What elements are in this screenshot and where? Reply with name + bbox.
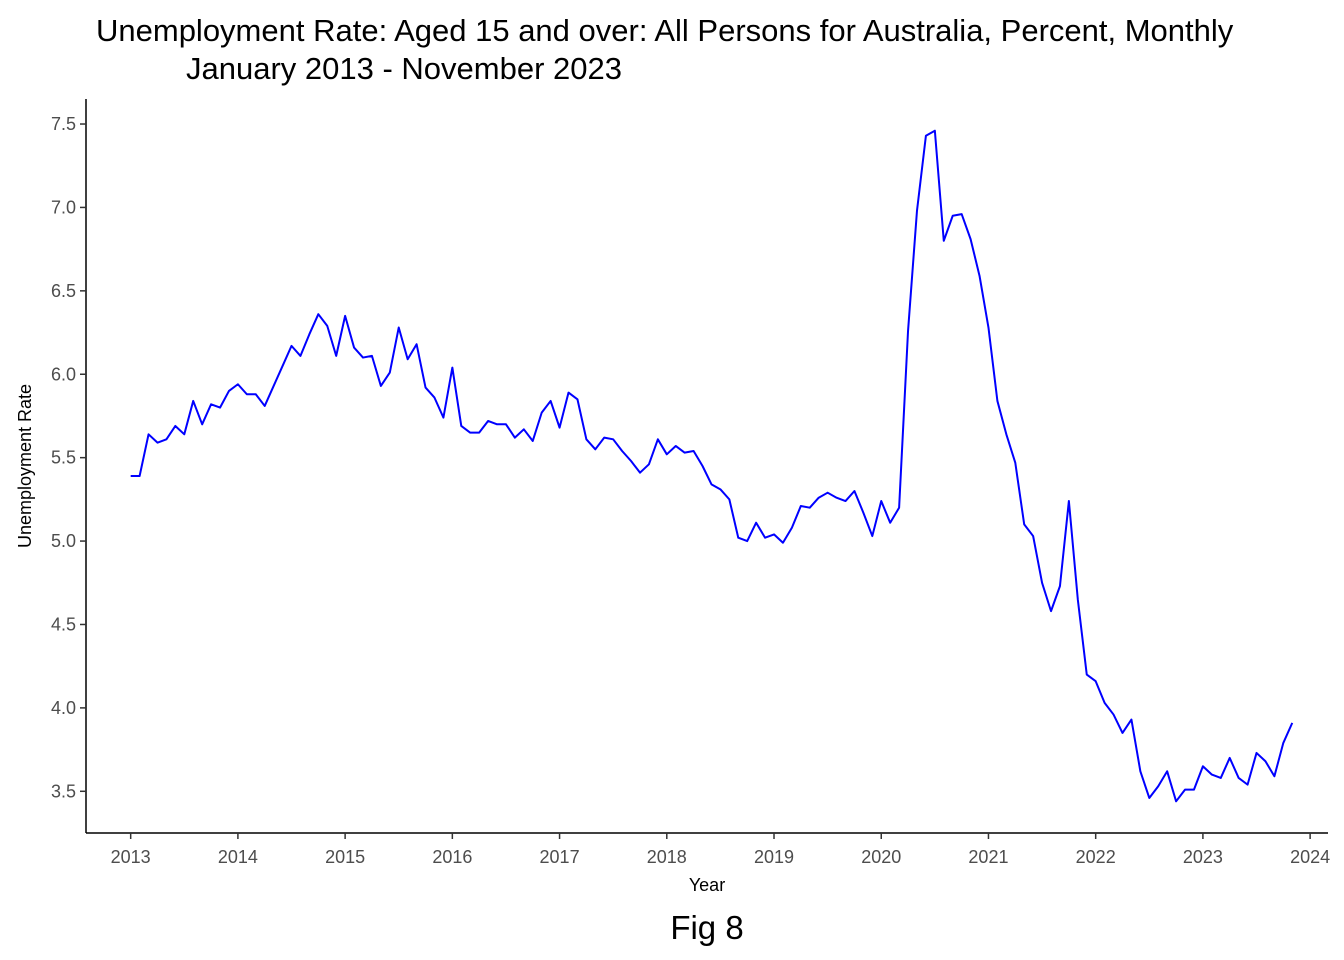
y-axis-ticks: 3.5 4.0 4.5 5.0 5.5 6.0 6.5 7.0 7.5 [51,114,86,801]
y-tick-label: 6.5 [51,281,76,301]
figure-caption: Fig 8 [670,909,743,946]
chart-subtitle: January 2013 - November 2023 [186,51,622,86]
x-tick-label: 2022 [1076,847,1116,867]
y-tick-label: 4.5 [51,614,76,634]
y-tick-label: 7.5 [51,114,76,134]
chart-title: Unemployment Rate: Aged 15 and over: All… [96,13,1234,48]
y-axis-title: Unemployment Rate [15,384,35,548]
y-tick-label: 5.5 [51,448,76,468]
x-axis-title: Year [689,875,725,895]
x-tick-label: 2015 [325,847,365,867]
y-tick-label: 4.0 [51,698,76,718]
y-tick-label: 6.0 [51,364,76,384]
x-axis-ticks: 2013 2014 2015 2016 2017 2018 2019 2020 2021 2022… [111,833,1330,867]
x-tick-label: 2021 [968,847,1008,867]
x-tick-label: 2018 [647,847,687,867]
x-tick-label: 2014 [218,847,258,867]
x-tick-label: 2013 [111,847,151,867]
y-tick-label: 5.0 [51,531,76,551]
x-tick-label: 2024 [1290,847,1330,867]
x-tick-label: 2017 [540,847,580,867]
x-tick-label: 2020 [861,847,901,867]
y-tick-label: 7.0 [51,197,76,217]
series-line [130,129,1294,803]
x-tick-label: 2023 [1183,847,1223,867]
plot-area [130,129,1294,803]
y-tick-label: 3.5 [51,781,76,801]
x-tick-label: 2016 [432,847,472,867]
x-tick-label: 2019 [754,847,794,867]
